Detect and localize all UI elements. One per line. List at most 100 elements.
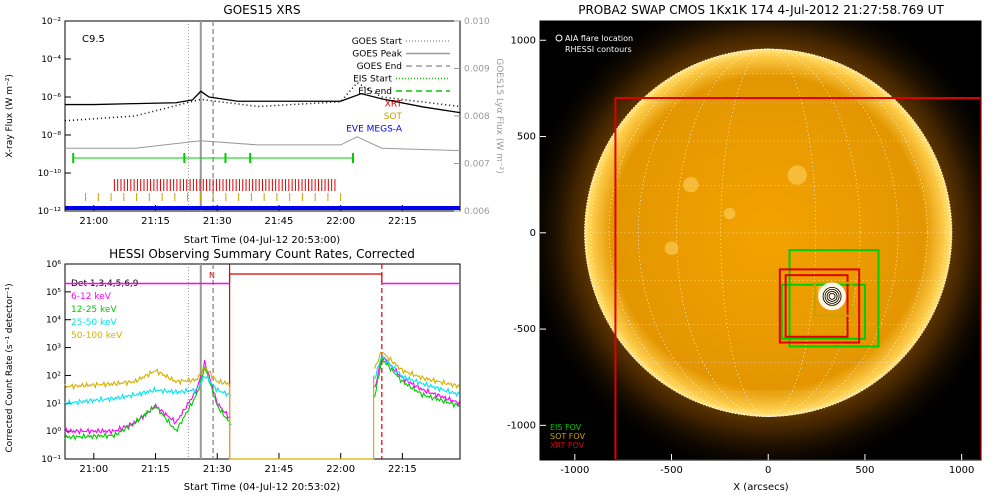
goes-y2tick-label: 0.007 <box>464 160 490 170</box>
swap-title: PROBA2 SWAP CMOS 1Kx1K 174 4-Jul-2012 21… <box>578 3 944 17</box>
goes-legend-label: XRT <box>385 100 403 110</box>
goes-ytick-label: 10⁻¹⁰ <box>38 169 62 179</box>
goes-y2label: GOES15 Lyα Flux (W m⁻²) <box>494 58 504 174</box>
active-region-brightening <box>683 176 699 193</box>
goes-y2tick-label: 0.008 <box>464 112 490 122</box>
swap-xlabel: X (arcsecs) <box>733 482 789 493</box>
goes-panel: GOES15 XRS Start Time (04-Jul-12 20:53:0… <box>5 3 504 246</box>
hessi-xtick-label: 21:30 <box>203 464 232 475</box>
longitude-line <box>590 48 947 417</box>
goes-xlabel: Start Time (04-Jul-12 20:53:00) <box>184 235 341 246</box>
hessi-legend-label: 12-25 keV <box>71 305 117 315</box>
swap-legend-fov-label: EIS FOV <box>550 423 582 432</box>
hessi-ytick-label: 10⁵ <box>46 288 61 298</box>
goes-legend: GOES Start GOES Peak GOES End EIS Start EIS … <box>346 37 450 135</box>
goes-xtick-label: 21:15 <box>141 216 170 227</box>
fov-box <box>778 268 861 344</box>
goes-ytick-label: 10⁻² <box>41 17 61 27</box>
goes-ytick-label: 10⁻¹² <box>38 207 62 217</box>
swap-xtick-label: 500 <box>855 465 874 476</box>
swap-ticks: -1000 -500 0 500 1000 -1000 -500 0 500 1000 <box>507 35 974 476</box>
goes-title: GOES15 XRS <box>223 3 300 17</box>
hessi-ytick-label: 10⁻¹ <box>41 455 61 465</box>
hessi-ytick-label: 10⁰ <box>46 427 61 437</box>
hessi-legend-label: 25-50 keV <box>71 318 117 328</box>
hessi-xlabel: Start Time (04-Jul-12 20:53:02) <box>184 482 341 493</box>
swap-legend-label: AIA flare location <box>565 34 633 43</box>
swap-ytick-label: -500 <box>513 324 536 335</box>
swap-legend-label: RHESSI contours <box>565 45 632 54</box>
hessi-series-line <box>64 366 232 442</box>
swap-xtick-label: 0 <box>765 465 771 476</box>
swap-legend-symbol <box>555 45 563 53</box>
swap-xtick-label: 1000 <box>949 465 974 476</box>
fov-box <box>784 274 849 338</box>
longitude-line <box>608 48 928 417</box>
hessi-ytick-label: 10⁴ <box>46 316 61 326</box>
hessi-ytick-label: 10¹ <box>46 399 61 409</box>
hessi-legend-label: 50-100 keV <box>71 331 123 341</box>
goes-flare-class: C9.5 <box>82 34 105 45</box>
goes-y2tick-label: 0.010 <box>464 17 490 27</box>
eclipse-bracket <box>228 273 383 282</box>
rhessi-contour <box>822 286 842 306</box>
hessi-xtick-label: 21:15 <box>141 464 170 475</box>
swap-legend-symbol <box>555 34 563 42</box>
hessi-ytick-label: 10³ <box>46 344 61 354</box>
goes-xtick-label: 22:15 <box>388 216 417 227</box>
swap-ytick-label: 0 <box>530 228 536 239</box>
goes-xtick-label: 21:30 <box>203 216 232 227</box>
rhessi-contour <box>824 288 840 304</box>
hessi-panel: HESSI Observing Summary Count Rates, Cor… <box>5 247 461 493</box>
hessi-curves <box>64 264 461 460</box>
active-region-brightening <box>787 165 807 185</box>
hessi-gap-outline <box>228 375 375 460</box>
goes-long-channel-line <box>65 90 461 114</box>
hessi-series-line <box>374 356 461 398</box>
goes-legend-label: SOT <box>384 112 403 122</box>
fov-box <box>788 249 880 348</box>
goes-legend-label: EIS end <box>358 87 392 97</box>
swap-legend-fov-label: XRT FOV <box>550 441 585 450</box>
hessi-xtick-label: 21:45 <box>265 464 294 475</box>
goes-legend-label: EVE MEGS-A <box>346 125 403 135</box>
swap-legend-top: AIA flare location RHESSI contours <box>555 34 633 54</box>
rhessi-contour <box>826 290 838 302</box>
active-region-brightening <box>723 207 736 220</box>
rhessi-contour <box>828 292 836 300</box>
hessi-series-line <box>374 356 460 409</box>
limb-circle <box>583 48 953 418</box>
swap-xtick-label: -1000 <box>560 465 589 476</box>
goes-curves <box>64 21 461 211</box>
heliographic-grid <box>583 48 953 418</box>
hessi-series-line <box>64 375 232 406</box>
goes-legend-label: GOES Start <box>352 37 403 47</box>
goes-y2tick-label: 0.006 <box>464 207 490 217</box>
hessi-title: HESSI Observing Summary Count Rates, Cor… <box>109 247 415 261</box>
longitude-line <box>720 48 817 417</box>
goes-legend-label: GOES Peak <box>352 50 402 60</box>
goes-ticks: 21:00 21:15 21:30 21:45 22:00 22:15 10⁻¹² 10⁻¹⁰… <box>38 17 490 227</box>
goes-legend-label: EIS Start <box>353 75 392 85</box>
goes-xtick-label: 22:00 <box>326 216 355 227</box>
goes-xtick-label: 21:00 <box>79 216 108 227</box>
hessi-xtick-label: 22:00 <box>326 464 355 475</box>
goes-y2tick-label: 0.009 <box>464 65 490 75</box>
swap-frame <box>539 20 982 461</box>
hessi-ylabel: Corrected Count Rate (s⁻¹ detector⁻¹) <box>5 283 15 452</box>
goes-ytick-label: 10⁻⁴ <box>41 55 61 65</box>
longitude-line <box>676 48 861 417</box>
hessi-ytick-label: 10² <box>46 371 61 381</box>
swap-ytick-label: -1000 <box>507 420 536 431</box>
swap-ytick-label: 500 <box>517 132 536 143</box>
goes-short-channel-line <box>65 136 461 152</box>
hessi-series-line <box>374 351 461 390</box>
goes-ytick-label: 10⁻⁶ <box>41 93 61 103</box>
hessi-xtick-label: 22:15 <box>388 464 417 475</box>
swap-image <box>540 21 981 460</box>
hessi-n-marker: N <box>209 271 215 280</box>
